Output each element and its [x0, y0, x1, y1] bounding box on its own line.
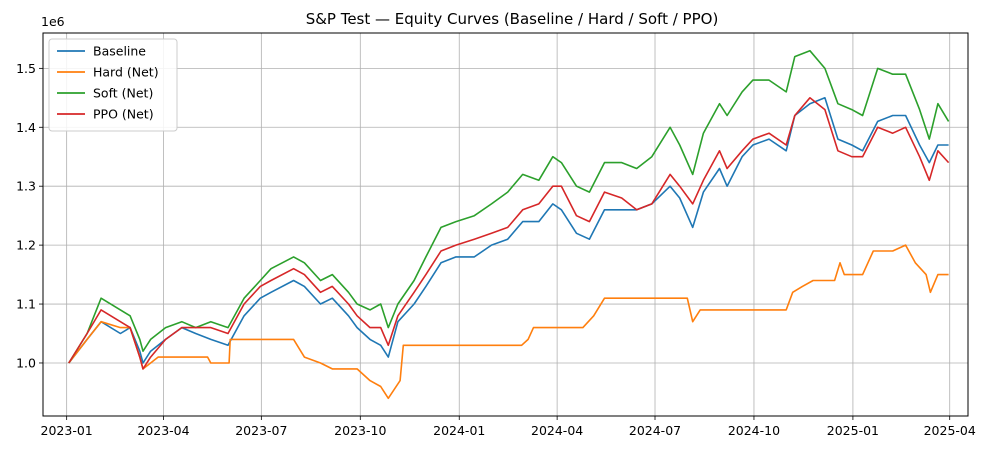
legend-label: PPO (Net) [93, 107, 154, 122]
y-tick-label: 1.0 [16, 355, 36, 370]
legend-label: Baseline [93, 44, 146, 59]
y-tick-label: 1.3 [16, 179, 36, 194]
y-axis-ticks: 1.0 1.1 1.2 1.3 1.4 1.5 [16, 61, 43, 370]
x-tick-label: 2025-01 [827, 423, 879, 438]
x-tick-label: 2024-04 [531, 423, 583, 438]
x-tick-label: 2024-07 [629, 423, 681, 438]
series-line-hard-net [68, 244, 949, 400]
legend-box [48, 38, 178, 132]
x-tick-label: 2024-01 [433, 423, 485, 438]
grid-lines [43, 33, 968, 416]
y-tick-label: 1.2 [16, 238, 36, 253]
x-tick-label: 2023-10 [334, 423, 386, 438]
y-tick-label: 1.5 [16, 61, 36, 76]
y-tick-label: 1.1 [16, 297, 36, 312]
x-tick-label: 2025-04 [924, 423, 976, 438]
chart-title: S&P Test — Equity Curves (Baseline / Har… [306, 10, 719, 28]
series-line-soft-net [68, 49, 950, 364]
y-tick-label: 1.4 [16, 120, 36, 135]
legend: Baseline Hard (Net) Soft (Net) PPO (Net) [48, 38, 178, 132]
series-line-baseline [68, 97, 949, 364]
x-tick-label: 2023-04 [137, 423, 189, 438]
series-layer [68, 49, 950, 400]
y-axis-offset-label: 1e6 [41, 14, 65, 29]
series-line-ppo-net [68, 97, 950, 370]
x-tick-label: 2023-07 [235, 423, 287, 438]
x-axis-ticks: 2023-01 2023-04 2023-07 2023-10 2024-01 2024-… [41, 416, 976, 438]
legend-label: Hard (Net) [93, 65, 159, 80]
x-tick-label: 2024-10 [728, 423, 780, 438]
legend-label: Soft (Net) [93, 86, 153, 101]
plot-area-frame [42, 32, 969, 417]
x-tick-label: 2023-01 [41, 423, 93, 438]
